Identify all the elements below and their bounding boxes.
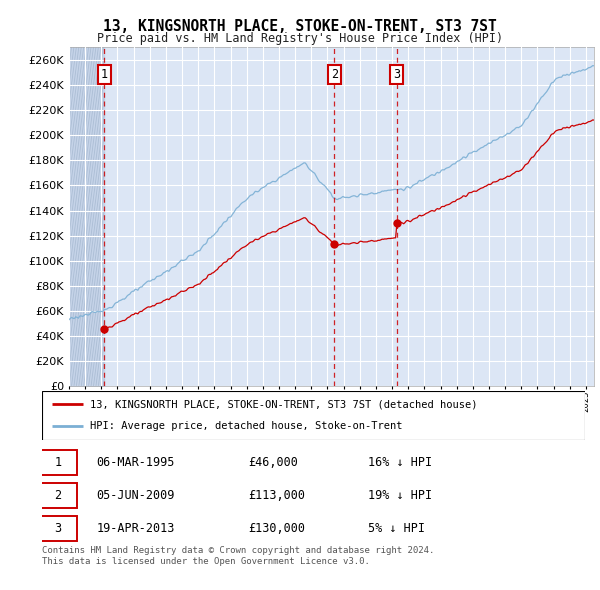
Text: 5% ↓ HPI: 5% ↓ HPI: [368, 522, 425, 535]
Text: 2: 2: [331, 68, 338, 81]
FancyBboxPatch shape: [38, 450, 77, 476]
FancyBboxPatch shape: [38, 483, 77, 509]
Text: 13, KINGSNORTH PLACE, STOKE-ON-TRENT, ST3 7ST (detached house): 13, KINGSNORTH PLACE, STOKE-ON-TRENT, ST…: [90, 399, 477, 409]
Text: 1: 1: [101, 68, 108, 81]
Text: HPI: Average price, detached house, Stoke-on-Trent: HPI: Average price, detached house, Stok…: [90, 421, 402, 431]
Text: £46,000: £46,000: [248, 456, 298, 469]
Text: 1: 1: [54, 456, 61, 469]
Text: £130,000: £130,000: [248, 522, 305, 535]
Text: Contains HM Land Registry data © Crown copyright and database right 2024.
This d: Contains HM Land Registry data © Crown c…: [42, 546, 434, 566]
Text: 05-JUN-2009: 05-JUN-2009: [97, 489, 175, 502]
Text: 06-MAR-1995: 06-MAR-1995: [97, 456, 175, 469]
Text: £113,000: £113,000: [248, 489, 305, 502]
Text: 19-APR-2013: 19-APR-2013: [97, 522, 175, 535]
Text: 16% ↓ HPI: 16% ↓ HPI: [368, 456, 432, 469]
Text: Price paid vs. HM Land Registry's House Price Index (HPI): Price paid vs. HM Land Registry's House …: [97, 32, 503, 45]
Text: 19% ↓ HPI: 19% ↓ HPI: [368, 489, 432, 502]
Text: 2: 2: [54, 489, 61, 502]
Text: 3: 3: [54, 522, 61, 535]
Text: 13, KINGSNORTH PLACE, STOKE-ON-TRENT, ST3 7ST: 13, KINGSNORTH PLACE, STOKE-ON-TRENT, ST…: [103, 19, 497, 34]
FancyBboxPatch shape: [38, 516, 77, 542]
Text: 3: 3: [394, 68, 400, 81]
